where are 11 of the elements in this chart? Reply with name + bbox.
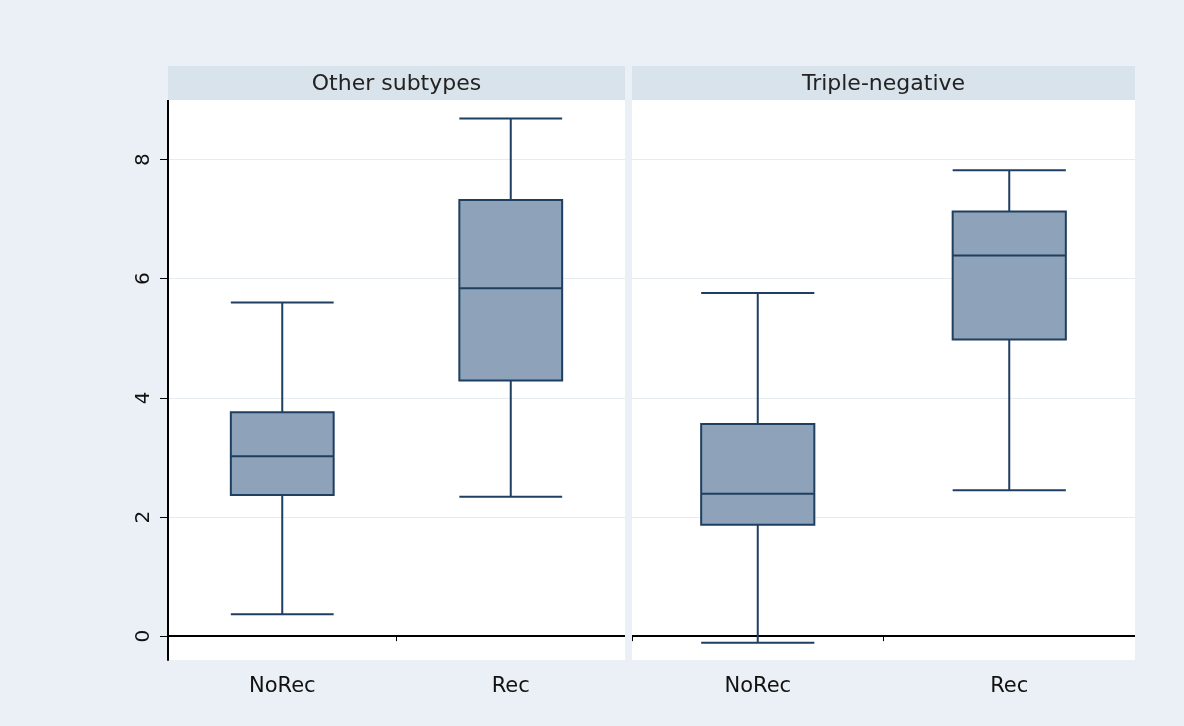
x-tick-label: NoRec [724, 672, 792, 697]
y-tick-label: 4 [130, 391, 154, 405]
x-tick-label: Rec [491, 672, 530, 697]
y-tick-label: 2 [130, 510, 154, 524]
y-tick-label: 0 [130, 629, 154, 643]
y-tick-label: 6 [130, 272, 154, 286]
y-tick-label: 8 [130, 153, 154, 166]
x-tick-label: NoRec [248, 672, 316, 697]
x-tick-label: Rec [990, 672, 1029, 697]
chart-title: Other subtypes [168, 66, 625, 100]
chart-title: Triple-negative [632, 66, 1135, 100]
